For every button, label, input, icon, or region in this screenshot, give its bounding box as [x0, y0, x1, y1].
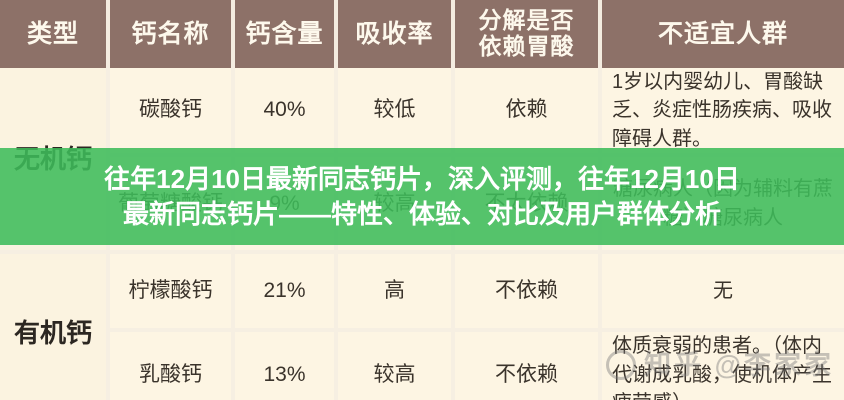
cell-unsuitable-r1-text: 1岁以内婴幼儿、胃酸缺乏、炎症性肠疾病、吸收障碍人群。	[612, 71, 832, 150]
cell-absorption-r1-text: 较低	[373, 98, 416, 122]
table-row: 乳酸钙 13% 较高 不依赖 体质衰弱的患者。（体内代谢成乳酸，使机体产生疲劳感…	[0, 332, 844, 400]
column-header-type: 类型	[0, 0, 110, 68]
cell-content-r4-text: 13%	[263, 362, 306, 386]
cell-content-r1: 40%	[235, 68, 338, 158]
cell-unsuitable-r4-text: 体质衰弱的患者。（体内代谢成乳酸，使机体产生疲劳感）	[612, 335, 832, 400]
cell-content-r3-text: 21%	[263, 279, 306, 302]
cell-content-r4: 13%	[235, 332, 338, 400]
category-cell-organic: 有机钙	[0, 254, 110, 400]
cell-content-r3: 21%	[235, 254, 338, 333]
cell-acid-r3: 不依赖	[455, 254, 602, 333]
cell-name-r1: 碳酸钙	[110, 68, 235, 158]
column-header-calcium-name: 钙名称	[110, 0, 235, 68]
cell-name-r4-text: 乳酸钙	[139, 362, 202, 386]
column-header-calcium-content: 钙含量	[235, 0, 338, 68]
cell-absorption-r1: 较低	[338, 68, 455, 158]
cell-name-r3: 柠檬酸钙	[110, 254, 235, 333]
cell-unsuitable-r3: 无	[602, 254, 844, 333]
column-header-absorption-rate: 吸收率	[338, 0, 455, 68]
table-row: 无机钙 碳酸钙 40% 较低 依赖 1岁以内婴幼儿、胃酸缺乏、炎症性肠疾病、吸收…	[0, 68, 844, 255]
cell-acid-r1: 依赖	[455, 68, 602, 158]
column-header-stomach-acid-line1: 分解是否	[478, 7, 575, 34]
cell-unsuitable-r3-text: 无	[713, 279, 733, 302]
column-header-absorption-rate-label: 吸收率	[355, 20, 434, 48]
cell-absorption-r4: 较高	[338, 332, 455, 400]
table-row: 有机钙 柠檬酸钙 21% 高 不依赖 无	[0, 254, 844, 400]
cell-content-r1-text: 40%	[263, 98, 306, 122]
article-title-banner: 往年12月10日最新同志钙片，深入评测，往年12月10日 最新同志钙片——特性、…	[0, 148, 844, 245]
column-header-stomach-acid-line2: 依赖胃酸	[478, 33, 575, 59]
cell-name-r4: 乳酸钙	[110, 332, 235, 400]
cell-unsuitable-r4: 体质衰弱的患者。（体内代谢成乳酸，使机体产生疲劳感）	[602, 332, 844, 400]
cell-acid-r3-text: 不依赖	[495, 279, 558, 302]
cell-acid-r4: 不依赖	[455, 332, 602, 400]
article-title-line-2: 最新同志钙片——特性、体验、对比及用户群体分析	[122, 198, 721, 229]
cell-absorption-r3: 高	[338, 254, 455, 333]
cell-absorption-r3-text: 高	[384, 279, 405, 302]
table-header-row: 类型 钙名称 钙含量 吸收率 分解是否 依赖胃酸 不适宜人群	[0, 0, 844, 68]
cell-name-r3-text: 柠檬酸钙	[128, 279, 213, 302]
column-header-type-label: 类型	[26, 20, 79, 48]
column-header-calcium-name-label: 钙名称	[131, 20, 210, 48]
cell-name-r1-text: 碳酸钙	[139, 98, 202, 122]
cell-absorption-r4-text: 较高	[373, 362, 416, 386]
column-header-calcium-content-label: 钙含量	[245, 20, 324, 48]
column-header-unsuitable-group: 不适宜人群	[602, 0, 844, 68]
column-header-unsuitable-group-label: 不适宜人群	[657, 20, 788, 48]
column-header-stomach-acid: 分解是否 依赖胃酸	[455, 0, 602, 68]
cell-acid-r4-text: 不依赖	[495, 362, 558, 386]
article-title-line-1: 往年12月10日最新同志钙片，深入评测，往年12月10日	[104, 163, 740, 194]
cell-unsuitable-r1: 1岁以内婴幼儿、胃酸缺乏、炎症性肠疾病、吸收障碍人群。	[602, 68, 844, 158]
category-label-organic: 有机钙	[13, 318, 92, 349]
cell-acid-r1-text: 依赖	[505, 98, 548, 122]
